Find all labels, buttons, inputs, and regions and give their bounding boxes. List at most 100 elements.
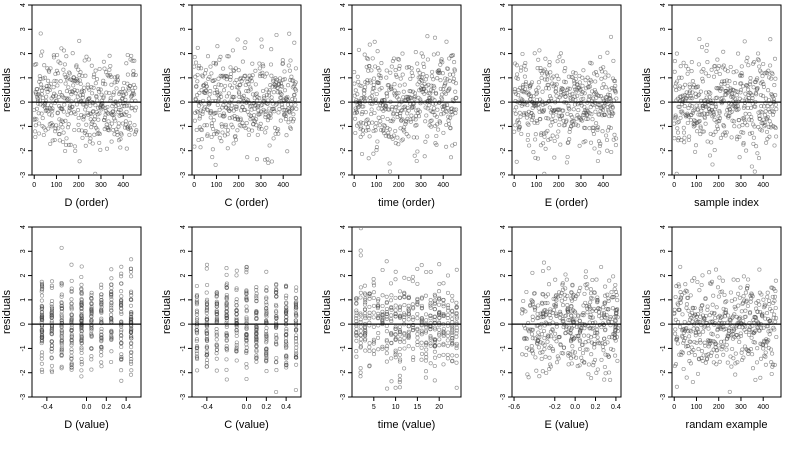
data-point	[358, 344, 363, 349]
data-point	[86, 57, 91, 62]
data-point	[354, 326, 359, 331]
data-point	[446, 330, 451, 335]
data-point	[274, 304, 279, 309]
data-point	[202, 104, 207, 109]
data-point	[432, 307, 437, 312]
data-point	[373, 64, 378, 69]
data-point	[581, 313, 586, 318]
y-tick-label: 2	[340, 52, 347, 56]
data-point	[267, 88, 272, 93]
data-point	[41, 132, 46, 138]
data-point	[432, 378, 437, 383]
data-point	[272, 107, 277, 112]
data-point	[610, 86, 615, 91]
data-point	[520, 352, 525, 357]
data-point	[554, 313, 559, 319]
data-point	[540, 102, 545, 107]
data-point	[257, 66, 262, 71]
data-point	[677, 104, 682, 109]
data-point	[513, 99, 518, 104]
data-point	[571, 107, 576, 112]
data-point	[423, 375, 428, 380]
data-point	[38, 31, 43, 36]
data-point	[738, 285, 743, 290]
data-point	[273, 131, 278, 136]
data-point	[675, 341, 680, 346]
data-point	[747, 327, 752, 333]
data-point	[445, 105, 450, 111]
data-point	[541, 328, 547, 334]
data-point	[115, 77, 120, 83]
data-point	[258, 121, 263, 126]
data-point	[680, 93, 685, 98]
data-point	[109, 349, 114, 354]
data-point	[715, 124, 720, 129]
data-point	[246, 127, 251, 132]
data-point	[522, 74, 527, 79]
y-tick-label: 3	[660, 27, 667, 31]
data-point	[419, 296, 424, 301]
data-point	[707, 107, 712, 112]
data-point	[49, 349, 54, 354]
data-point	[194, 351, 199, 356]
data-point	[699, 45, 705, 50]
data-point	[555, 294, 561, 299]
data-point	[358, 333, 363, 338]
data-point	[554, 360, 560, 365]
data-point	[565, 154, 570, 160]
data-point	[290, 97, 295, 102]
data-point	[750, 93, 755, 98]
data-point	[564, 324, 569, 329]
data-point	[400, 137, 405, 142]
data-point	[553, 294, 558, 299]
data-point	[118, 145, 123, 150]
data-point	[59, 352, 64, 357]
data-point	[595, 367, 600, 372]
data-point	[715, 334, 720, 339]
data-point	[127, 113, 132, 119]
data-point	[553, 302, 558, 307]
data-point	[195, 45, 200, 50]
data-point	[355, 105, 361, 110]
data-point	[389, 305, 394, 310]
data-point	[450, 338, 455, 343]
data-point	[362, 325, 368, 330]
data-point	[194, 312, 199, 317]
data-point	[69, 286, 74, 291]
data-point	[254, 343, 259, 348]
data-point	[722, 79, 727, 84]
data-point	[441, 130, 446, 135]
data-point	[699, 282, 704, 288]
data-point	[695, 312, 700, 317]
data-point	[437, 353, 442, 358]
data-point	[354, 308, 359, 313]
data-point	[754, 92, 759, 97]
data-point	[702, 115, 707, 121]
data-point	[269, 159, 274, 164]
data-point	[711, 74, 717, 79]
data-point	[358, 290, 363, 295]
data-point	[530, 336, 535, 341]
data-point	[59, 283, 64, 288]
data-point	[47, 69, 52, 74]
data-point	[59, 366, 64, 371]
data-point	[388, 281, 394, 286]
data-point	[73, 148, 78, 153]
x-tick-label: 0	[512, 182, 516, 189]
data-point	[244, 335, 249, 341]
data-point	[119, 333, 124, 338]
data-point	[101, 95, 106, 100]
data-point	[764, 343, 769, 348]
data-point	[583, 269, 588, 274]
data-point	[397, 102, 402, 107]
data-point	[728, 354, 733, 359]
data-point	[770, 362, 776, 367]
x-tick-label: 300	[735, 182, 747, 189]
data-point	[768, 125, 773, 130]
data-point	[111, 90, 116, 95]
data-point	[561, 345, 566, 350]
x-axis-label: D (order)	[64, 197, 108, 209]
data-point	[540, 369, 545, 374]
